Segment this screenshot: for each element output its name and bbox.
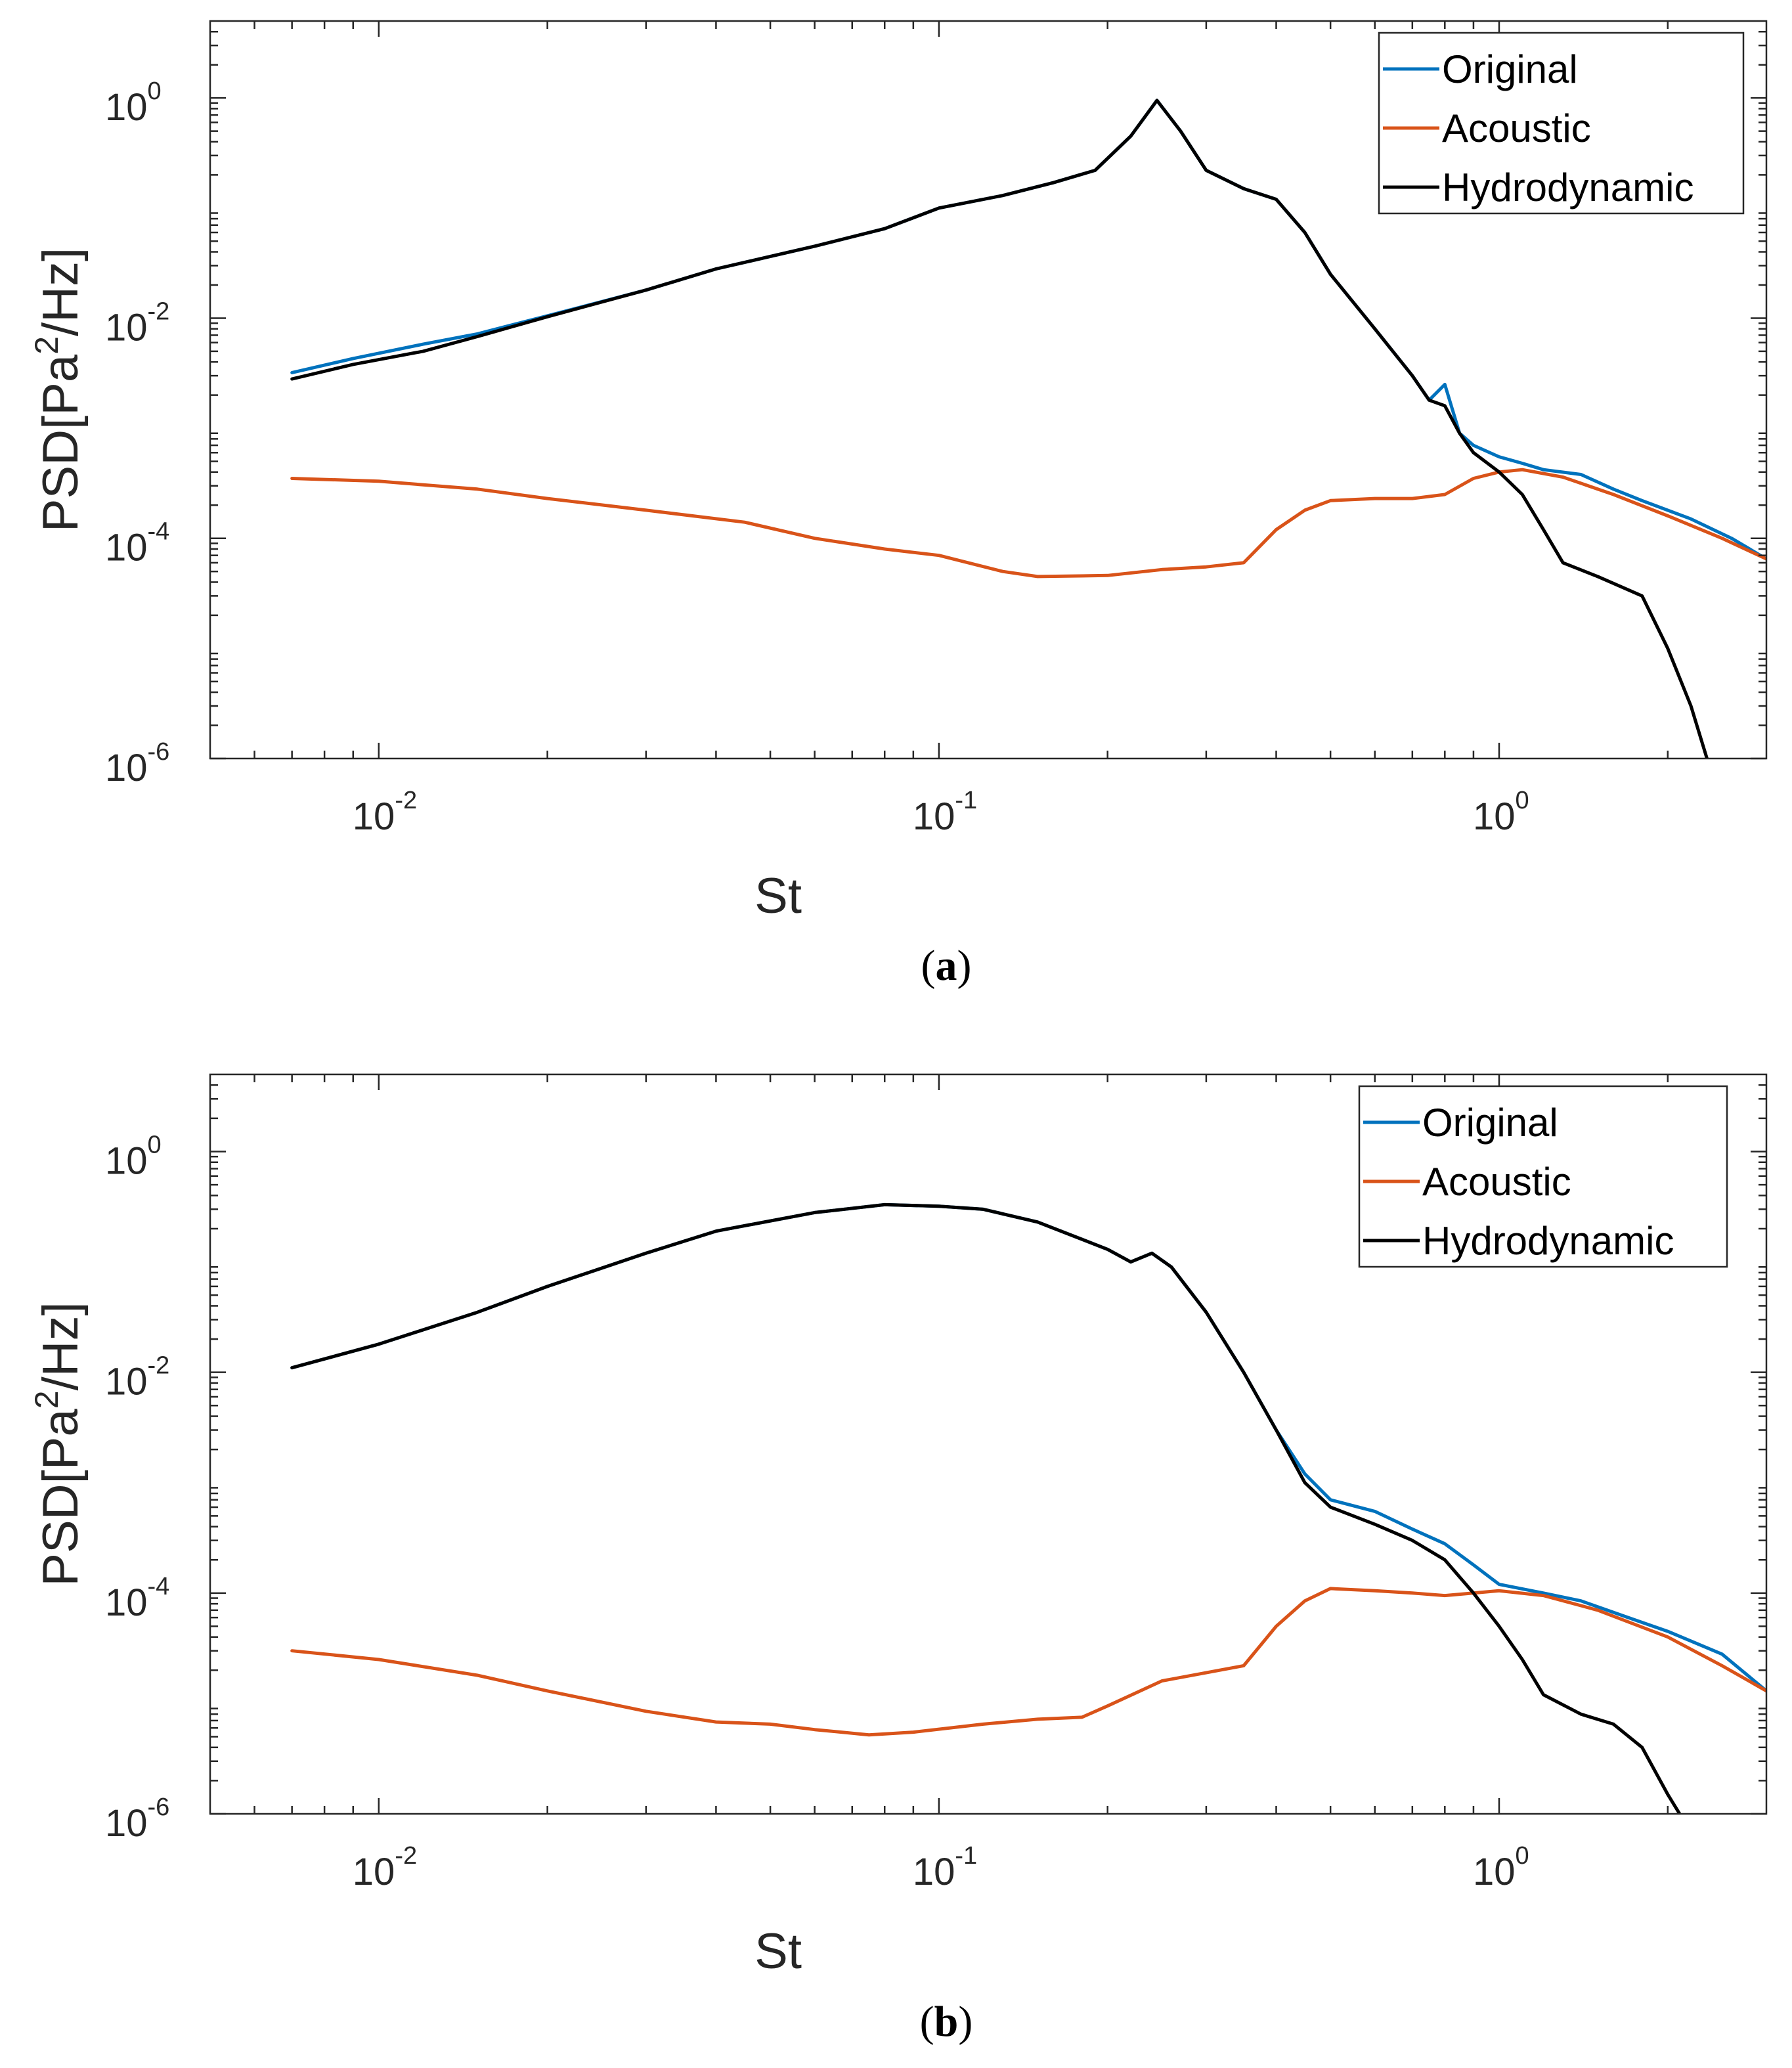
y-tick-label: 100 <box>105 77 162 129</box>
caption-close-paren: ) <box>957 942 972 990</box>
x-tick-exponent: 0 <box>1515 787 1529 814</box>
legend-label-hydrodynamic: Hydrodynamic <box>1442 165 1694 209</box>
caption-open-paren: ( <box>920 1998 934 2046</box>
y-tick-exponent: -6 <box>148 738 170 766</box>
legend-label-original: Original <box>1422 1101 1558 1145</box>
y-tick-label: 10-2 <box>105 297 169 349</box>
caption-open-paren: ( <box>921 942 936 990</box>
chart-panel-b: 10-2 10-1 100 10-6 10-4 10-2 100 St PSD[Pa2/Hz] O… <box>28 1073 1768 2046</box>
panel-caption: (a) <box>921 942 972 990</box>
legend: Original Acoustic Hydrodynamic <box>1378 32 1745 215</box>
caption-close-paren: ) <box>958 1998 972 2046</box>
x-tick-exponent: -2 <box>395 787 417 814</box>
y-axis-label-tail: /Hz] <box>33 248 89 336</box>
x-tick-label: 10-2 <box>353 1842 417 1893</box>
y-tick-label: 10-6 <box>105 738 169 789</box>
y-axis-label-exponent: 2 <box>28 1390 65 1409</box>
legend-box <box>1378 32 1745 215</box>
y-axis-label: PSD[Pa2/Hz] <box>28 248 89 532</box>
y-tick-exponent: 0 <box>148 1131 162 1158</box>
x-tick-label: 100 <box>1473 787 1529 838</box>
series-group <box>290 1202 1766 1814</box>
y-tick-exponent: -2 <box>148 1352 170 1380</box>
y-axis-label-tail: /Hz] <box>33 1302 89 1390</box>
y-tick-label: 100 <box>105 1131 162 1182</box>
legend-label-acoustic: Acoustic <box>1442 106 1591 150</box>
series-line-hydrodynamic <box>290 1202 1682 1814</box>
y-tick-exponent: 0 <box>148 77 162 105</box>
y-tick-label: 10-4 <box>105 518 169 569</box>
x-tick-label: 10-1 <box>913 787 977 838</box>
x-tick-label: 100 <box>1473 1842 1529 1893</box>
y-tick-exponent: -6 <box>148 1793 170 1821</box>
x-axis-label: St <box>754 868 802 924</box>
panel-caption: (b) <box>920 1998 973 2046</box>
caption-letter: b <box>934 1998 959 2046</box>
y-tick-label: 10-2 <box>105 1352 169 1403</box>
y-tick-exponent: -4 <box>148 518 170 546</box>
y-axis-label-base: PSD[Pa <box>33 1409 89 1587</box>
legend-label-original: Original <box>1442 47 1578 91</box>
x-tick-label: 10-2 <box>353 787 417 838</box>
plot-frame <box>209 20 1768 760</box>
y-axis-label-exponent: 2 <box>28 336 65 355</box>
chart-panel-a: 10-2 10-1 100 10-6 10-4 10-2 100 St PSD[Pa2/Hz] O… <box>28 20 1768 990</box>
series-group <box>290 99 1766 759</box>
y-axis-label-base: PSD[Pa <box>33 354 89 532</box>
y-axis-label: PSD[Pa2/Hz] <box>28 1302 89 1586</box>
legend: Original Acoustic Hydrodynamic <box>1358 1085 1728 1268</box>
series-line-hydrodynamic <box>290 99 1709 759</box>
x-tick-exponent: -1 <box>955 1842 977 1870</box>
series-line-acoustic <box>290 1587 1766 1737</box>
series-line-acoustic <box>290 468 1766 579</box>
y-tick-exponent: -2 <box>148 297 170 325</box>
plot-frame <box>209 1073 1768 1815</box>
x-tick-exponent: 0 <box>1515 1842 1529 1870</box>
y-tick-label: 10-4 <box>105 1573 169 1624</box>
y-tick-exponent: -4 <box>148 1573 170 1600</box>
x-axis-label: St <box>754 1924 802 1979</box>
x-tick-exponent: -2 <box>395 1842 417 1870</box>
caption-letter: a <box>936 942 957 990</box>
x-tick-exponent: -1 <box>955 787 977 814</box>
x-tick-label: 10-1 <box>913 1842 977 1893</box>
y-tick-label: 10-6 <box>105 1793 169 1845</box>
legend-label-hydrodynamic: Hydrodynamic <box>1422 1219 1674 1263</box>
legend-label-acoustic: Acoustic <box>1422 1160 1571 1204</box>
legend-box <box>1358 1085 1728 1268</box>
